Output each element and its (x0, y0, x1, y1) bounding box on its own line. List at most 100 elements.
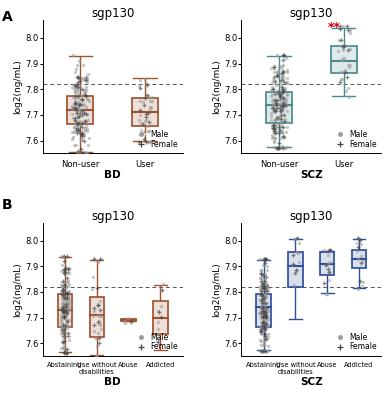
Point (284, 119, 290, 125)
Point (142, 76, 148, 82)
Point (60, 304, 66, 310)
Point (275, 129, 281, 135)
Bar (90, 297, 104, 337)
Point (59, 291, 65, 298)
Point (74, 110, 81, 116)
Point (264, 323, 270, 330)
Point (76, 58, 82, 64)
Bar (256, 294, 271, 326)
Point (60, 282, 67, 288)
Point (327, 259, 333, 265)
Point (124, 314, 131, 321)
Point (264, 286, 270, 293)
Point (335, 48, 341, 54)
Point (96, 334, 102, 341)
Point (74, 84, 80, 90)
Point (259, 299, 265, 306)
Point (60, 292, 67, 298)
Point (82, 125, 88, 132)
Point (60, 334, 66, 341)
Point (84, 96, 90, 102)
Point (145, 138, 151, 145)
Point (259, 348, 266, 354)
Point (61, 258, 67, 264)
Point (60, 308, 67, 314)
Point (85, 96, 91, 102)
Point (84, 150, 90, 156)
Point (75, 78, 81, 85)
Point (72, 69, 78, 75)
Point (263, 312, 269, 318)
Point (261, 340, 267, 346)
Point (72, 101, 78, 107)
Point (280, 95, 286, 101)
Point (343, 88, 349, 94)
Point (140, 98, 146, 105)
Point (262, 326, 268, 333)
Point (282, 116, 289, 122)
Point (324, 291, 330, 298)
Point (81, 90, 87, 97)
Point (80, 102, 86, 109)
Point (65, 307, 72, 313)
Point (258, 274, 264, 281)
Point (256, 286, 263, 292)
Point (74, 130, 80, 137)
Point (259, 326, 266, 333)
Point (273, 125, 279, 132)
Point (63, 279, 70, 286)
Point (339, 76, 345, 82)
Point (61, 338, 68, 344)
Point (93, 335, 100, 341)
Point (79, 106, 85, 113)
Point (69, 104, 75, 110)
Point (281, 97, 287, 103)
Point (73, 107, 79, 114)
Point (272, 98, 278, 104)
Point (60, 309, 66, 316)
Point (260, 314, 266, 320)
Point (60, 301, 67, 308)
Point (258, 271, 264, 278)
X-axis label: BD: BD (104, 170, 121, 180)
Point (261, 306, 268, 313)
Point (77, 110, 83, 116)
Point (77, 146, 84, 152)
Point (278, 96, 284, 102)
Point (262, 348, 268, 354)
Point (64, 318, 70, 324)
Point (279, 65, 285, 71)
Point (262, 348, 268, 354)
Point (66, 288, 72, 294)
Point (76, 112, 82, 119)
Point (76, 101, 82, 108)
Point (279, 143, 285, 150)
Point (96, 318, 102, 324)
Point (66, 265, 72, 272)
Point (271, 64, 277, 70)
Point (58, 292, 65, 298)
Point (272, 125, 278, 131)
Point (275, 113, 282, 120)
Point (66, 317, 72, 323)
Point (281, 79, 287, 86)
Point (64, 290, 70, 297)
Point (97, 312, 103, 319)
Point (79, 150, 86, 156)
Point (277, 92, 283, 99)
Point (280, 105, 286, 111)
Point (338, 76, 344, 82)
Point (325, 266, 331, 272)
Point (261, 335, 268, 341)
Point (258, 278, 264, 284)
Point (73, 87, 79, 94)
Point (81, 110, 88, 116)
Point (70, 134, 76, 140)
Point (63, 284, 69, 291)
Bar (256, 294, 271, 326)
Point (61, 313, 67, 320)
Point (74, 62, 80, 68)
Point (76, 107, 82, 114)
Point (283, 98, 289, 105)
Point (78, 92, 84, 98)
